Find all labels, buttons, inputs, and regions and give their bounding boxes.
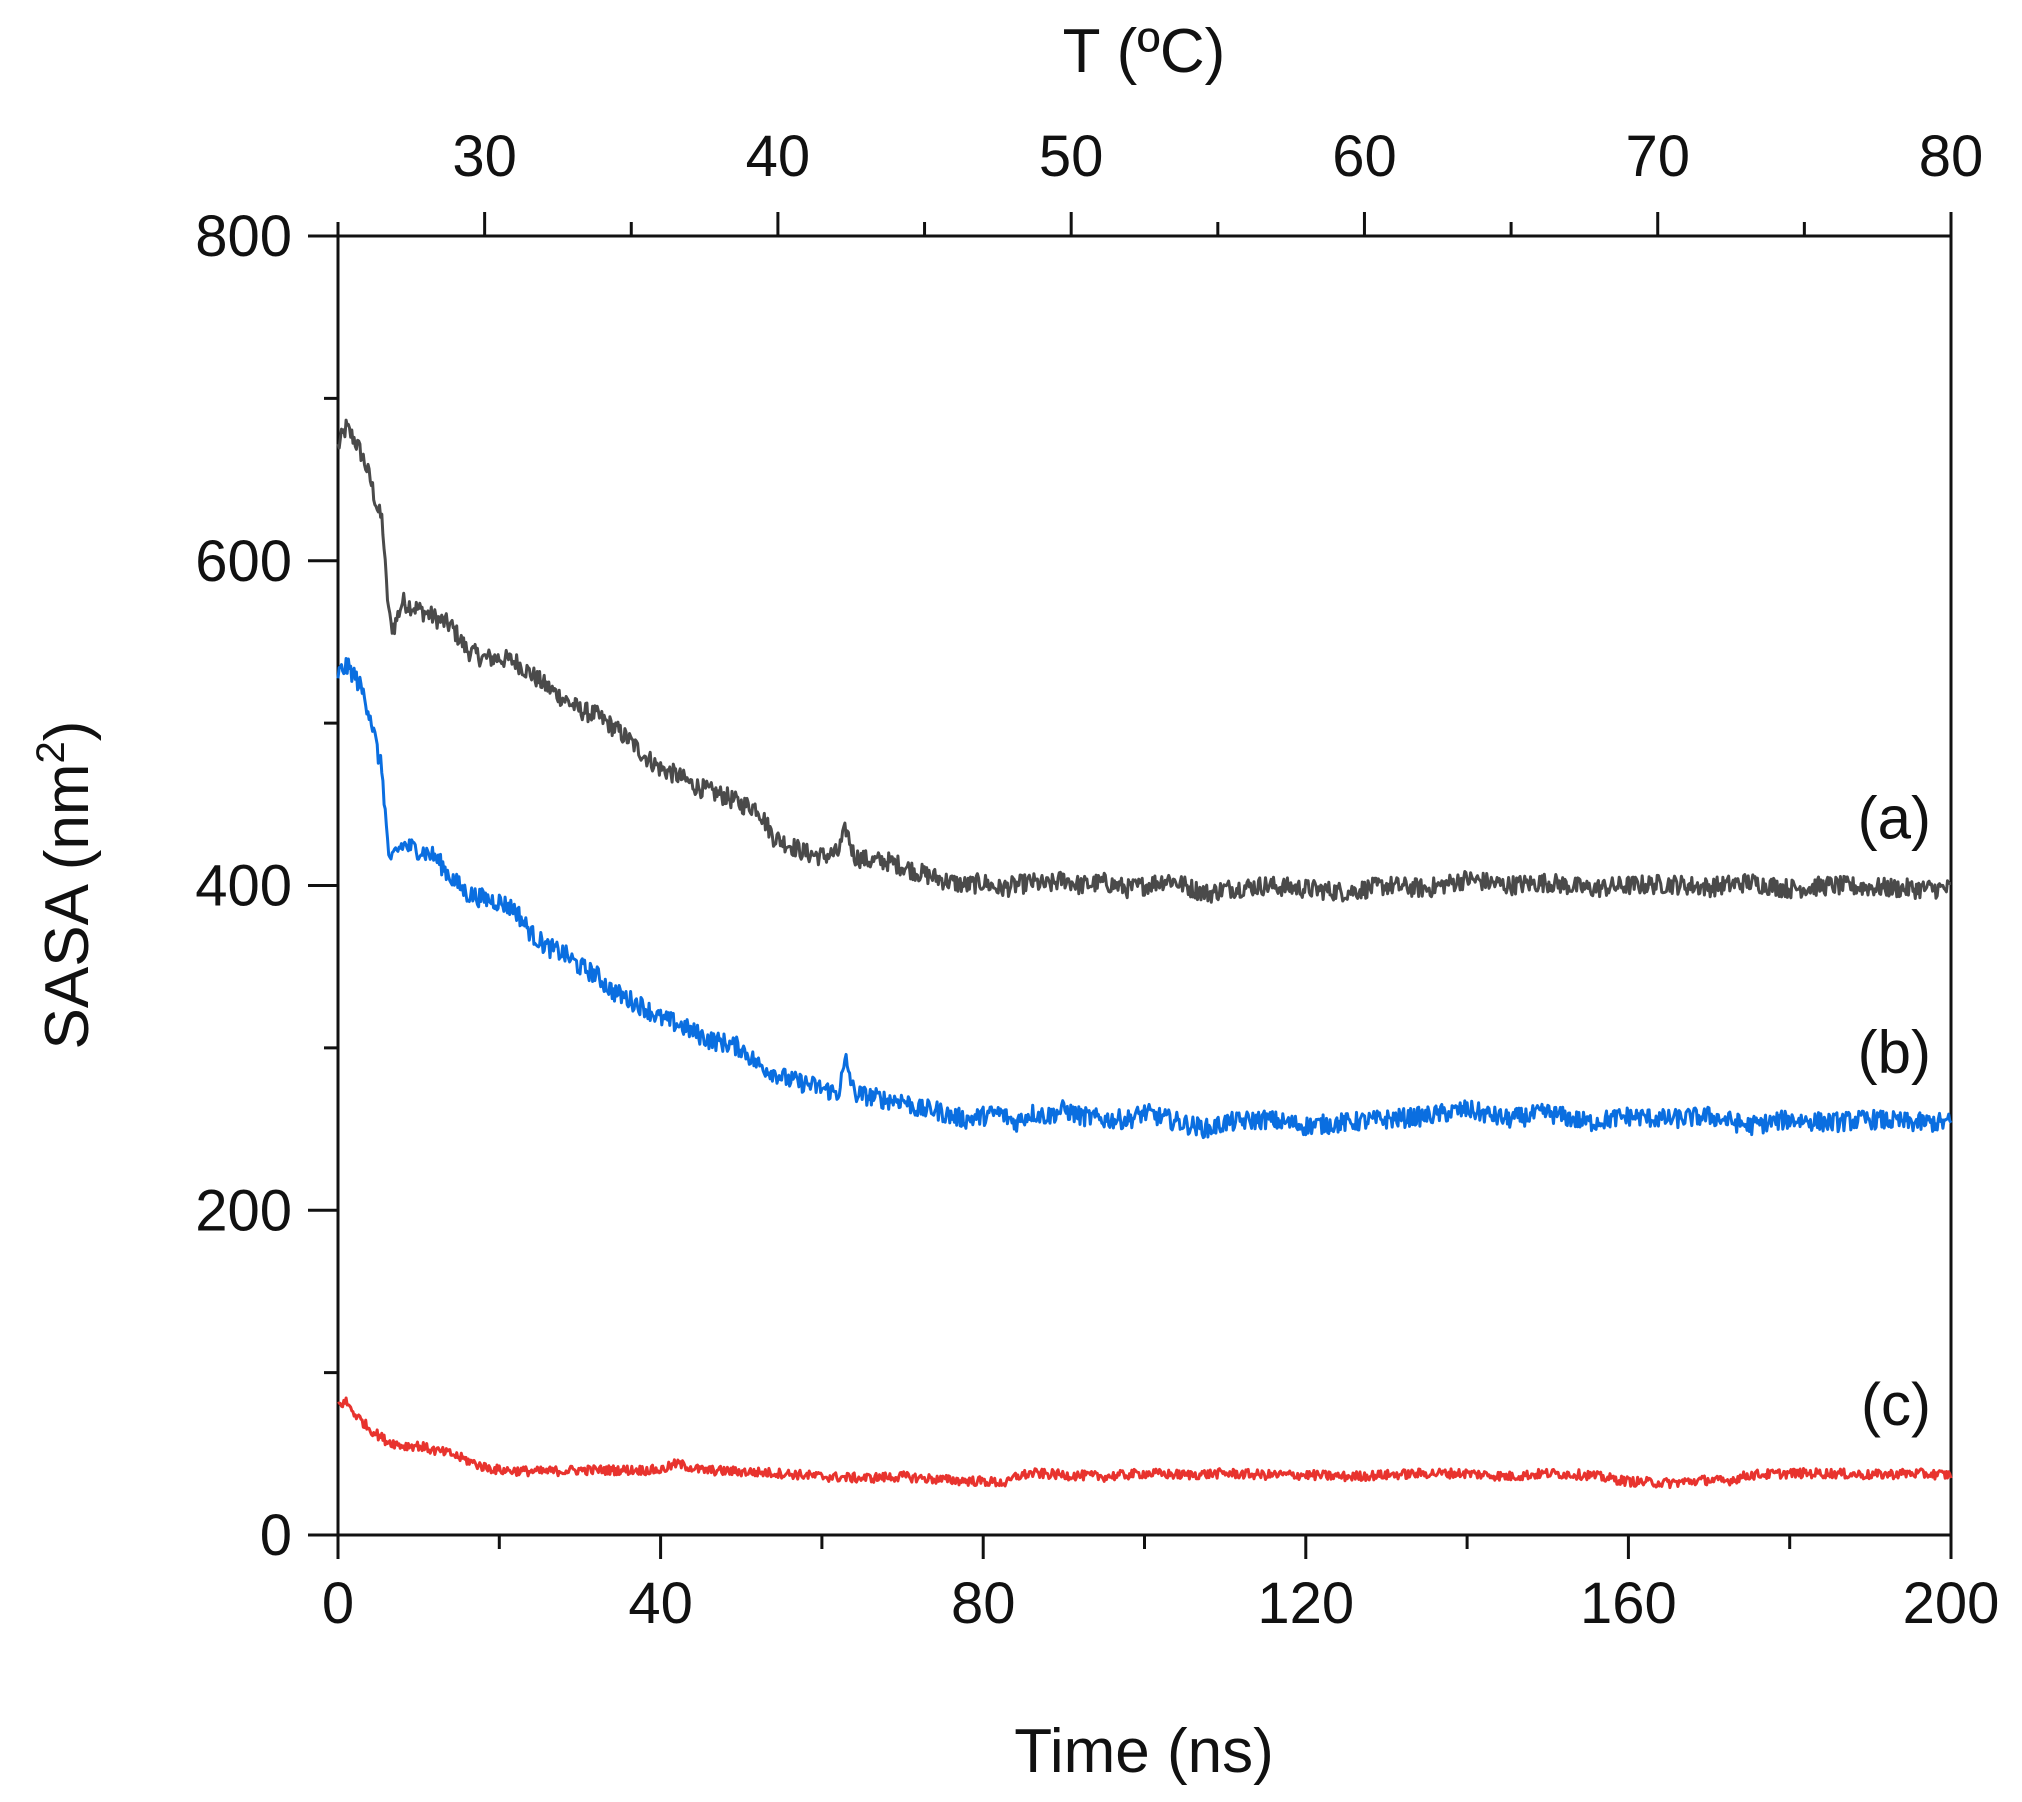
x-tick-label: 160 (1580, 1571, 1677, 1636)
series-line-a (336, 418, 1952, 904)
x-tick-label: 80 (951, 1571, 1016, 1636)
y-tick-label: 600 (195, 529, 292, 594)
labels-layer: 0 40 80 120 160 200 0 200 400 600 800 30 40 50 60 70 80 (… (195, 124, 1999, 1636)
x-tick-label: 40 (628, 1571, 693, 1636)
x-tick-label: 120 (1257, 1571, 1354, 1636)
y-tick-label: 0 (260, 1503, 292, 1568)
y-axis-title: SASA (nm2) (29, 721, 102, 1050)
series-layer (336, 418, 1953, 1490)
top-tick-label: 40 (746, 124, 811, 189)
top-tick-label: 70 (1625, 124, 1690, 189)
series-label-c: (c) (1861, 1371, 1931, 1438)
x-axis-title: Time (ns) (1014, 1717, 1273, 1786)
ticks-layer (308, 212, 1953, 1559)
series-line-b (336, 657, 1953, 1140)
y-axis-title-suffix: ) (33, 721, 102, 742)
top-tick-label: 30 (452, 124, 517, 189)
x-tick-label: 200 (1903, 1571, 2000, 1636)
top-tick-label: 60 (1332, 124, 1397, 189)
top-tick-label: 80 (1919, 124, 1984, 189)
y-axis-title-superscript: 2 (29, 741, 73, 763)
series-label-a: (a) (1858, 785, 1931, 852)
y-tick-label: 400 (195, 854, 292, 919)
series-label-b: (b) (1858, 1019, 1931, 1086)
top-tick-label: 50 (1039, 124, 1104, 189)
y-tick-label: 800 (195, 204, 292, 269)
y-tick-label: 200 (195, 1178, 292, 1243)
x-tick-label: 0 (322, 1571, 354, 1636)
top-axis-title: T (ºC) (1063, 17, 1226, 86)
series-line-c (337, 1396, 1953, 1490)
y-axis-title-main: SASA (nm (33, 763, 102, 1049)
